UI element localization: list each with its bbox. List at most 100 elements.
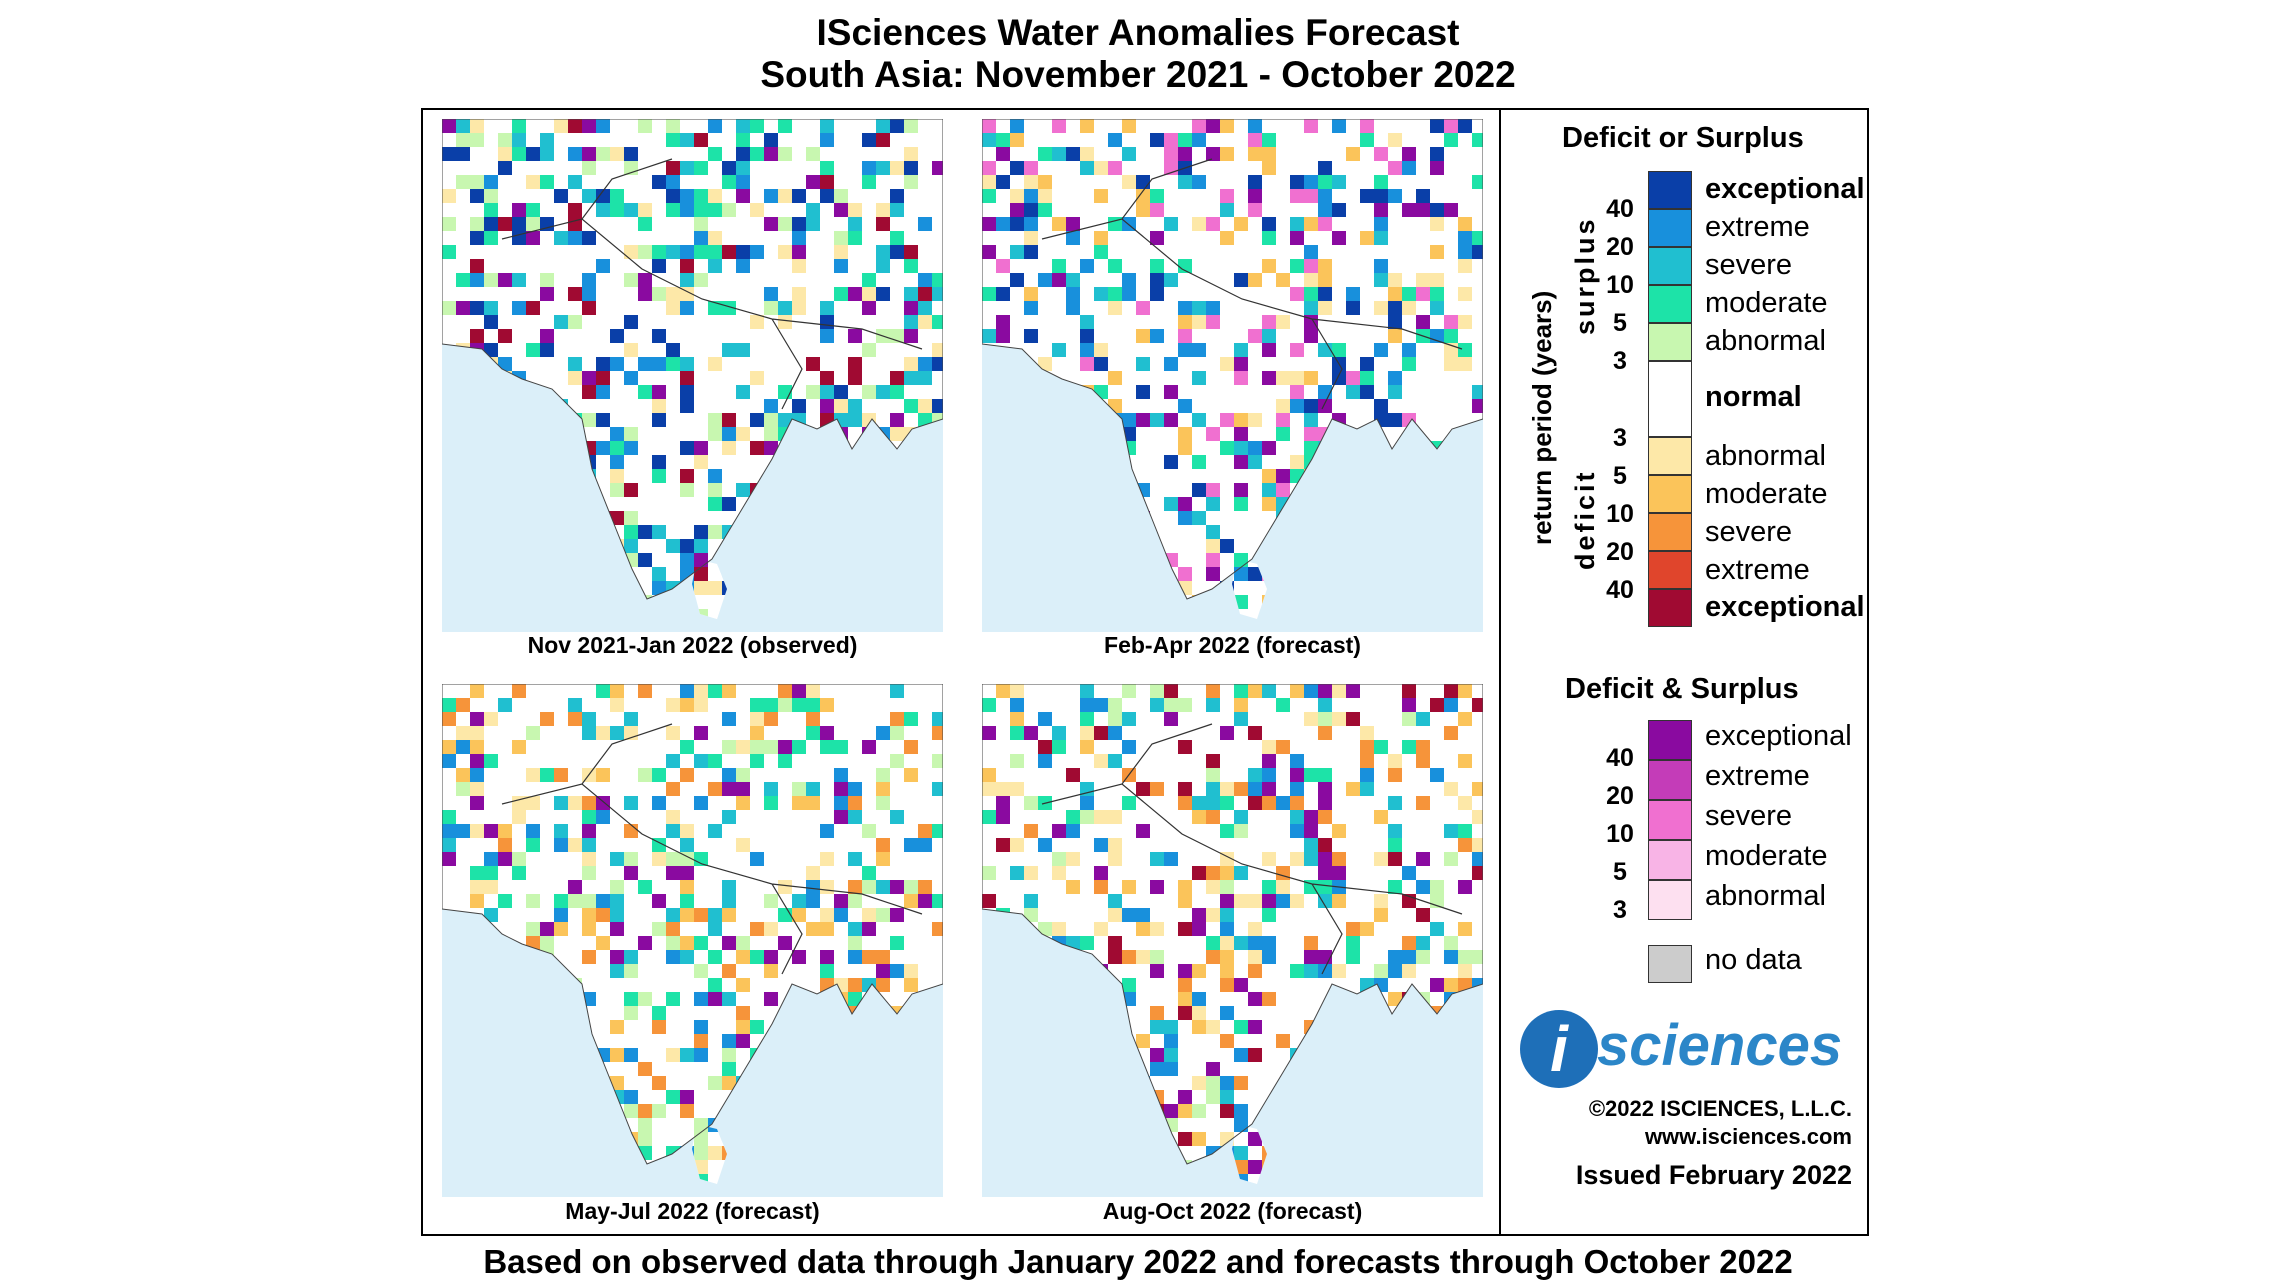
anomaly-cell bbox=[1066, 880, 1080, 894]
anomaly-cell bbox=[820, 609, 834, 619]
anomaly-cell bbox=[624, 992, 638, 1006]
anomaly-cell bbox=[764, 950, 778, 964]
anomaly-cell bbox=[1332, 838, 1346, 852]
anomaly-cell bbox=[568, 329, 582, 343]
anomaly-cell bbox=[1108, 483, 1122, 497]
anomaly-cell bbox=[442, 810, 456, 824]
anomaly-cell bbox=[1164, 1034, 1178, 1048]
anomaly-cell bbox=[652, 1076, 666, 1090]
anomaly-cell bbox=[1052, 273, 1066, 287]
swatch-both-moderate bbox=[1648, 840, 1692, 880]
anomaly-cell bbox=[890, 810, 904, 824]
anomaly-cell bbox=[982, 119, 996, 133]
anomaly-cell bbox=[568, 810, 582, 824]
anomaly-cell bbox=[722, 992, 736, 1006]
anomaly-cell bbox=[1038, 189, 1052, 203]
anomaly-cell bbox=[638, 287, 652, 301]
anomaly-cell bbox=[456, 936, 470, 950]
anomaly-cell bbox=[932, 343, 943, 357]
anomaly-cell bbox=[1262, 497, 1276, 511]
anomaly-cell bbox=[750, 1076, 764, 1090]
anomaly-cell bbox=[834, 525, 848, 539]
anomaly-cell bbox=[456, 119, 470, 133]
anomaly-cell bbox=[540, 768, 554, 782]
anomaly-cell bbox=[834, 539, 848, 553]
title-line-2: South Asia: November 2021 - October 2022 bbox=[760, 54, 1516, 95]
anomaly-cell bbox=[1094, 343, 1108, 357]
anomaly-cell bbox=[1402, 511, 1416, 525]
anomaly-cell bbox=[498, 147, 512, 161]
anomaly-cell bbox=[1010, 399, 1024, 413]
anomaly-cell bbox=[512, 231, 526, 245]
anomaly-cell bbox=[1052, 1118, 1066, 1132]
anomaly-cell bbox=[1444, 357, 1458, 371]
anomaly-cell bbox=[1444, 455, 1458, 469]
anomaly-cell bbox=[820, 1118, 834, 1132]
label-both-abnormal: abnormal bbox=[1705, 880, 1826, 912]
anomaly-cell bbox=[1402, 623, 1416, 632]
anomaly-cell bbox=[1066, 399, 1080, 413]
anomaly-cell bbox=[996, 609, 1010, 619]
anomaly-cell bbox=[778, 623, 792, 632]
anomaly-cell bbox=[708, 525, 722, 539]
anomaly-cell bbox=[610, 609, 624, 619]
anomaly-cell bbox=[680, 161, 694, 175]
anomaly-cell bbox=[1402, 413, 1416, 427]
anomaly-cell bbox=[470, 133, 484, 147]
anomaly-cell bbox=[1108, 936, 1122, 950]
anomaly-cell bbox=[582, 726, 596, 740]
anomaly-cell bbox=[904, 371, 918, 385]
anomaly-cell bbox=[1206, 455, 1220, 469]
anomaly-cell bbox=[1472, 287, 1483, 301]
anomaly-cell bbox=[568, 1174, 582, 1184]
anomaly-cell bbox=[1094, 824, 1108, 838]
anomaly-cell bbox=[1108, 343, 1122, 357]
anomaly-cell bbox=[1304, 301, 1318, 315]
anomaly-cell bbox=[1164, 413, 1178, 427]
anomaly-cell bbox=[442, 469, 456, 483]
anomaly-cell bbox=[1276, 1174, 1290, 1184]
anomaly-cell bbox=[834, 595, 848, 609]
anomaly-cell bbox=[1304, 525, 1318, 539]
anomaly-cell bbox=[792, 796, 806, 810]
anomaly-cell bbox=[1234, 553, 1248, 567]
both-number-10: 10 bbox=[1606, 820, 1634, 848]
anomaly-cell bbox=[932, 315, 943, 329]
anomaly-cell bbox=[652, 964, 666, 978]
anomaly-cell bbox=[596, 852, 610, 866]
anomaly-cell bbox=[624, 525, 638, 539]
anomaly-cell bbox=[1234, 595, 1248, 609]
anomaly-cell bbox=[806, 684, 820, 698]
anomaly-cell bbox=[666, 511, 680, 525]
anomaly-cell bbox=[652, 1104, 666, 1118]
anomaly-cell bbox=[1458, 1062, 1472, 1076]
anomaly-cell bbox=[1178, 567, 1192, 581]
anomaly-cell bbox=[778, 469, 792, 483]
anomaly-cell bbox=[876, 217, 890, 231]
anomaly-cell bbox=[876, 712, 890, 726]
anomaly-cell bbox=[1136, 609, 1150, 619]
anomaly-cell bbox=[1024, 1006, 1038, 1020]
anomaly-cell bbox=[1332, 609, 1346, 619]
anomaly-cell bbox=[540, 810, 554, 824]
anomaly-cell bbox=[1234, 133, 1248, 147]
anomaly-cell bbox=[1360, 385, 1374, 399]
anomaly-cell bbox=[1388, 796, 1402, 810]
anomaly-cell bbox=[540, 427, 554, 441]
anomaly-cell bbox=[1066, 287, 1080, 301]
anomaly-cell bbox=[554, 1174, 568, 1184]
anomaly-cell bbox=[876, 908, 890, 922]
anomaly-cell bbox=[1094, 866, 1108, 880]
anomaly-cell bbox=[982, 161, 996, 175]
anomaly-cell bbox=[1388, 161, 1402, 175]
anomaly-cell bbox=[1080, 684, 1094, 698]
anomaly-cell bbox=[484, 119, 498, 133]
anomaly-cell bbox=[1080, 936, 1094, 950]
anomaly-cell bbox=[638, 525, 652, 539]
swatch-surplus-moderate bbox=[1648, 285, 1692, 323]
anomaly-cell bbox=[1346, 1076, 1360, 1090]
anomaly-cell bbox=[1178, 810, 1192, 824]
anomaly-cell bbox=[1192, 301, 1206, 315]
anomaly-cell bbox=[862, 880, 876, 894]
anomaly-cell bbox=[1024, 908, 1038, 922]
